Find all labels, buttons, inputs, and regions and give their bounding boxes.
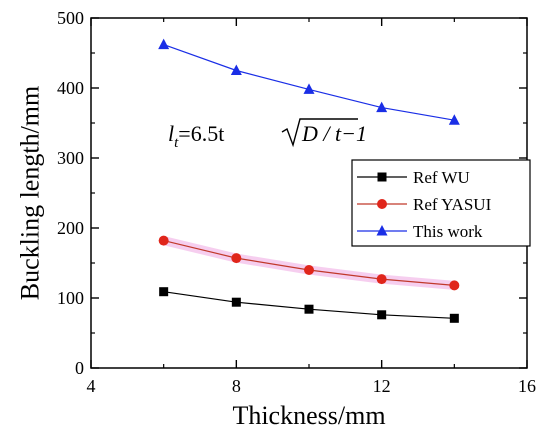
x-tick-label: 16 <box>518 376 536 396</box>
legend-marker <box>376 225 388 236</box>
formula-radical-sign <box>281 118 358 148</box>
y-tick-label: 300 <box>57 148 84 168</box>
formula-equation: =6.5t <box>178 121 224 146</box>
x-axis-title: Thickness/mm <box>232 401 385 430</box>
legend-entry: This work <box>357 222 483 241</box>
data-point <box>231 253 242 264</box>
series-ref-wu <box>159 287 459 323</box>
formula-radicand: D / t−1 <box>301 121 367 146</box>
series-ref-yasui <box>158 235 460 291</box>
legend-marker <box>377 172 387 182</box>
legend-entry: Ref YASUI <box>357 195 492 214</box>
data-point <box>304 265 314 275</box>
series-this-work <box>158 38 460 125</box>
formula-annotation: lt=6.5t D / t−1 <box>168 118 367 151</box>
legend-label: Ref YASUI <box>413 195 492 214</box>
formula-l: l <box>168 121 174 146</box>
data-point <box>449 280 460 291</box>
legend: Ref WU Ref YASUI This work <box>351 159 531 247</box>
x-tick-label: 12 <box>373 376 391 396</box>
data-point <box>376 274 387 285</box>
series-highlight-band <box>159 236 459 290</box>
data-point <box>231 297 241 307</box>
series-layer <box>158 38 460 323</box>
legend-label: Ref WU <box>413 168 470 187</box>
data-point <box>159 287 169 297</box>
data-point <box>376 101 388 113</box>
tick-layer: 4 8 12 16 0 100 200 300 400 500 <box>57 8 536 396</box>
svg-text:lt=6.5t: lt=6.5t <box>168 121 224 151</box>
legend-marker <box>377 199 387 209</box>
data-point <box>448 114 460 125</box>
x-tick-label: 8 <box>232 376 241 396</box>
y-tick-label: 500 <box>57 8 84 28</box>
data-point <box>304 304 314 314</box>
y-tick-label: 200 <box>57 218 84 238</box>
formula-subscript: t <box>174 135 179 151</box>
legend-label: This work <box>413 222 483 241</box>
legend-entry: Ref WU <box>357 168 470 187</box>
data-point <box>158 38 170 50</box>
data-point <box>449 313 459 323</box>
y-tick-label: 0 <box>75 358 84 378</box>
data-point <box>158 235 169 246</box>
y-tick-label: 400 <box>57 78 84 98</box>
data-point <box>303 83 315 94</box>
y-axis-title: Buckling length/mm <box>16 86 45 301</box>
y-tick-label: 100 <box>57 288 84 308</box>
x-tick-label: 4 <box>87 376 96 396</box>
data-point <box>230 64 242 75</box>
series-line <box>163 44 455 121</box>
data-point <box>377 310 387 320</box>
